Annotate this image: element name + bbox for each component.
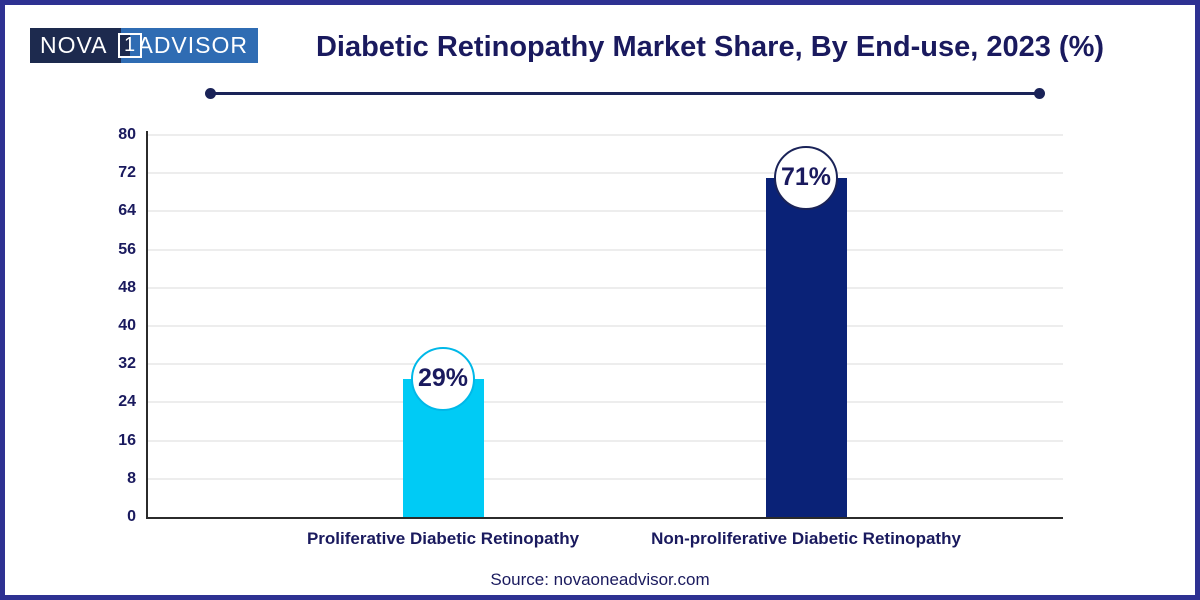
logo-text-advisor: ADVISOR [121, 28, 259, 63]
y-tick-label-72: 72 [118, 164, 136, 182]
bar-non-proliferative [765, 177, 847, 517]
y-tick-label-56: 56 [118, 240, 136, 258]
category-label-1: Non-proliferative Diabetic Retinopathy [651, 529, 961, 548]
y-tick-label-64: 64 [118, 202, 136, 220]
gridline-40 [148, 325, 1063, 327]
y-tick-label-24: 24 [118, 393, 136, 411]
x-axis-line [146, 517, 1063, 519]
category-label-0: Proliferative Diabetic Retinopathy [306, 529, 580, 548]
y-axis-line [146, 131, 148, 517]
chart-title: Diabetic Retinopathy Market Share, By En… [315, 31, 1105, 63]
gridline-80 [148, 134, 1063, 136]
logo-one-badge: 1 [118, 33, 142, 58]
y-tick-label-8: 8 [127, 469, 136, 487]
y-tick-label-40: 40 [118, 317, 136, 334]
gridline-48 [148, 286, 1063, 289]
y-tick-label-32: 32 [118, 355, 136, 373]
bar-chart-plot-area: 0 8 16 24 32 40 48 56 64 72 80 29% Proliferative Dia… [118, 126, 1063, 548]
title-underline [205, 87, 1045, 99]
gridline-64 [148, 210, 1063, 213]
gridline-24 [148, 401, 1063, 404]
logo-text-nova: NOVA [30, 28, 122, 63]
y-tick-label-0: 0 [127, 508, 136, 525]
y-tick-label-80: 80 [118, 126, 136, 143]
gridline-16 [148, 439, 1063, 442]
underline-right-dot [1034, 88, 1045, 99]
source-text: Source: novaoneadvisor.com [490, 570, 710, 589]
gridline-8 [148, 477, 1063, 480]
underline-left-dot [205, 88, 216, 99]
gridline-32 [148, 363, 1063, 366]
gridline-56 [148, 248, 1063, 251]
underline-line [209, 92, 1041, 95]
y-tick-label-16: 16 [118, 431, 136, 449]
brand-logo: NOVA 1 ADVISOR [30, 28, 259, 63]
y-tick-label-48: 48 [118, 278, 136, 296]
gridline-72 [148, 172, 1063, 175]
value-badge-29%: 29% [411, 346, 475, 411]
value-badge-71%: 71% [774, 145, 838, 210]
